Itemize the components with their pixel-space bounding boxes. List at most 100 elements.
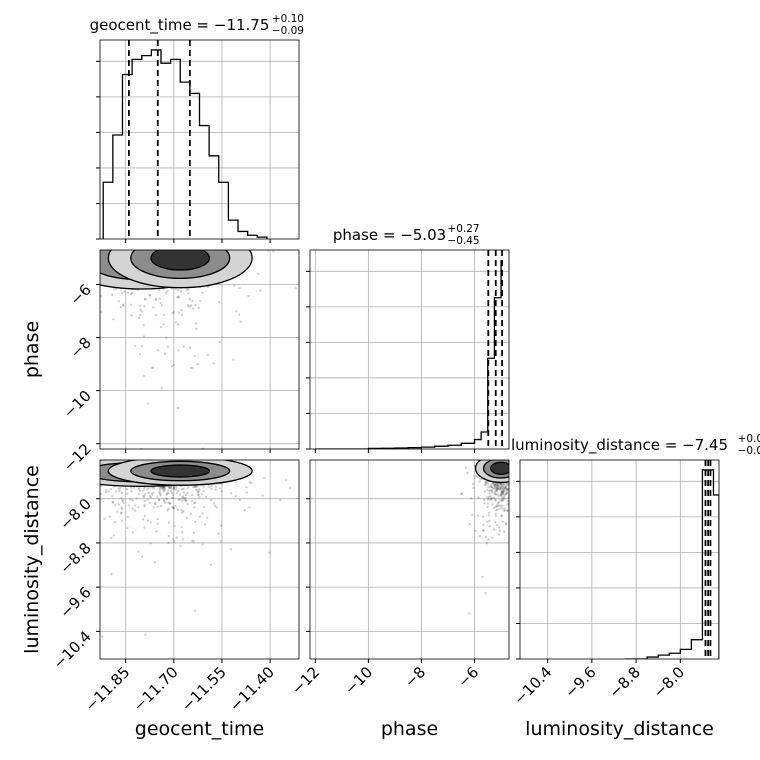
- scatter-point: [156, 522, 159, 526]
- scatter-point: [488, 498, 492, 501]
- x-tick-label: −8: [401, 663, 429, 691]
- scatter-point: [492, 506, 496, 509]
- scatter-point: [191, 367, 194, 370]
- scatter-point: [146, 247, 148, 249]
- scatter-point: [464, 466, 468, 469]
- scatter-point: [120, 292, 124, 295]
- scatter-point: [472, 482, 475, 486]
- scatter-point: [495, 485, 498, 488]
- scatter-point: [181, 494, 185, 498]
- scatter-point: [197, 452, 199, 454]
- scatter-point: [483, 501, 486, 505]
- scatter-point: [491, 482, 495, 485]
- scatter-point: [126, 515, 129, 518]
- scatter-point: [159, 494, 162, 497]
- scatter-point: [100, 310, 103, 314]
- scatter-point: [493, 487, 496, 490]
- scatter-point: [468, 522, 472, 526]
- scatter-point: [141, 451, 143, 453]
- scatter-point: [514, 455, 516, 457]
- scatter-point: [89, 302, 91, 304]
- scatter-point: [247, 294, 250, 298]
- scatter-point: [114, 504, 117, 507]
- scatter-point: [167, 541, 170, 545]
- scatter-point: [167, 534, 170, 538]
- scatter-point: [490, 536, 494, 539]
- scatter-point: [168, 486, 171, 490]
- panel-title: geocent_time = −11.75: [90, 16, 270, 35]
- scatter-point: [514, 468, 516, 470]
- scatter-point: [143, 503, 147, 506]
- scatter-point: [63, 479, 65, 481]
- scatter-point: [197, 493, 200, 496]
- scatter-point: [147, 486, 150, 490]
- scatter-point: [126, 526, 129, 530]
- scatter-point: [131, 531, 134, 534]
- scatter-point: [198, 299, 202, 302]
- x-tick-label: −11.85: [82, 663, 134, 715]
- scatter-point: [129, 486, 133, 489]
- scatter-point: [516, 502, 518, 504]
- scatter-point: [517, 496, 519, 498]
- scatter-point: [152, 506, 156, 509]
- scatter-point: [166, 489, 170, 492]
- scatter-point: [120, 497, 123, 500]
- scatter-point: [482, 529, 485, 532]
- scatter-point: [179, 544, 182, 548]
- panel-title: luminosity_distance = −7.45: [511, 436, 728, 455]
- scatter-point: [169, 487, 173, 490]
- scatter-point: [210, 484, 213, 487]
- scatter-point: [195, 485, 199, 489]
- scatter-point: [497, 486, 500, 489]
- scatter-point: [502, 509, 506, 512]
- scatter-point: [493, 483, 497, 487]
- panel-bg: [100, 460, 299, 659]
- scatter-point: [514, 496, 516, 498]
- scatter-point: [165, 493, 168, 496]
- scatter-point: [496, 482, 500, 486]
- scatter-point: [146, 498, 149, 502]
- scatter-point: [150, 366, 154, 369]
- scatter-point: [158, 491, 161, 494]
- scatter-point: [494, 498, 497, 501]
- scatter-point: [90, 481, 92, 483]
- scatter-point: [497, 454, 499, 456]
- x-tick-label: −12: [288, 663, 323, 698]
- scatter-point: [135, 456, 137, 458]
- scatter-point: [94, 491, 96, 493]
- scatter-point: [186, 491, 189, 495]
- scatter-point: [181, 499, 184, 502]
- scatter-point: [504, 485, 508, 489]
- scatter-point: [460, 492, 464, 495]
- x-tick-label: −11.40: [226, 663, 278, 715]
- scatter-point: [517, 496, 519, 498]
- scatter-point: [496, 508, 499, 511]
- scatter-point: [507, 456, 509, 458]
- scatter-point: [120, 506, 123, 509]
- scatter-point: [505, 450, 507, 452]
- scatter-point: [146, 519, 150, 522]
- panel-frame: [309, 459, 510, 660]
- scatter-point: [238, 239, 240, 241]
- scatter-point: [125, 487, 129, 491]
- scatter-point: [177, 489, 180, 493]
- scatter-point: [501, 492, 504, 495]
- x-tick-label: −11.70: [130, 663, 182, 715]
- scatter-point: [186, 304, 190, 307]
- scatter-point: [141, 518, 145, 521]
- scatter-point: [484, 451, 486, 453]
- scatter-point: [171, 497, 174, 500]
- scatter-point: [148, 294, 151, 297]
- scatter-point: [112, 318, 115, 321]
- scatter-point: [512, 494, 514, 496]
- scatter-point: [172, 310, 176, 314]
- scatter-point: [482, 523, 485, 527]
- scatter-point: [140, 555, 144, 559]
- scatter-point: [502, 487, 505, 490]
- scatter-point: [202, 485, 205, 488]
- panel-frames: [96, 39, 720, 663]
- scatter-point: [511, 539, 513, 541]
- scatter-point: [117, 503, 120, 506]
- scatter-point: [162, 490, 165, 493]
- scatter-point: [180, 313, 183, 317]
